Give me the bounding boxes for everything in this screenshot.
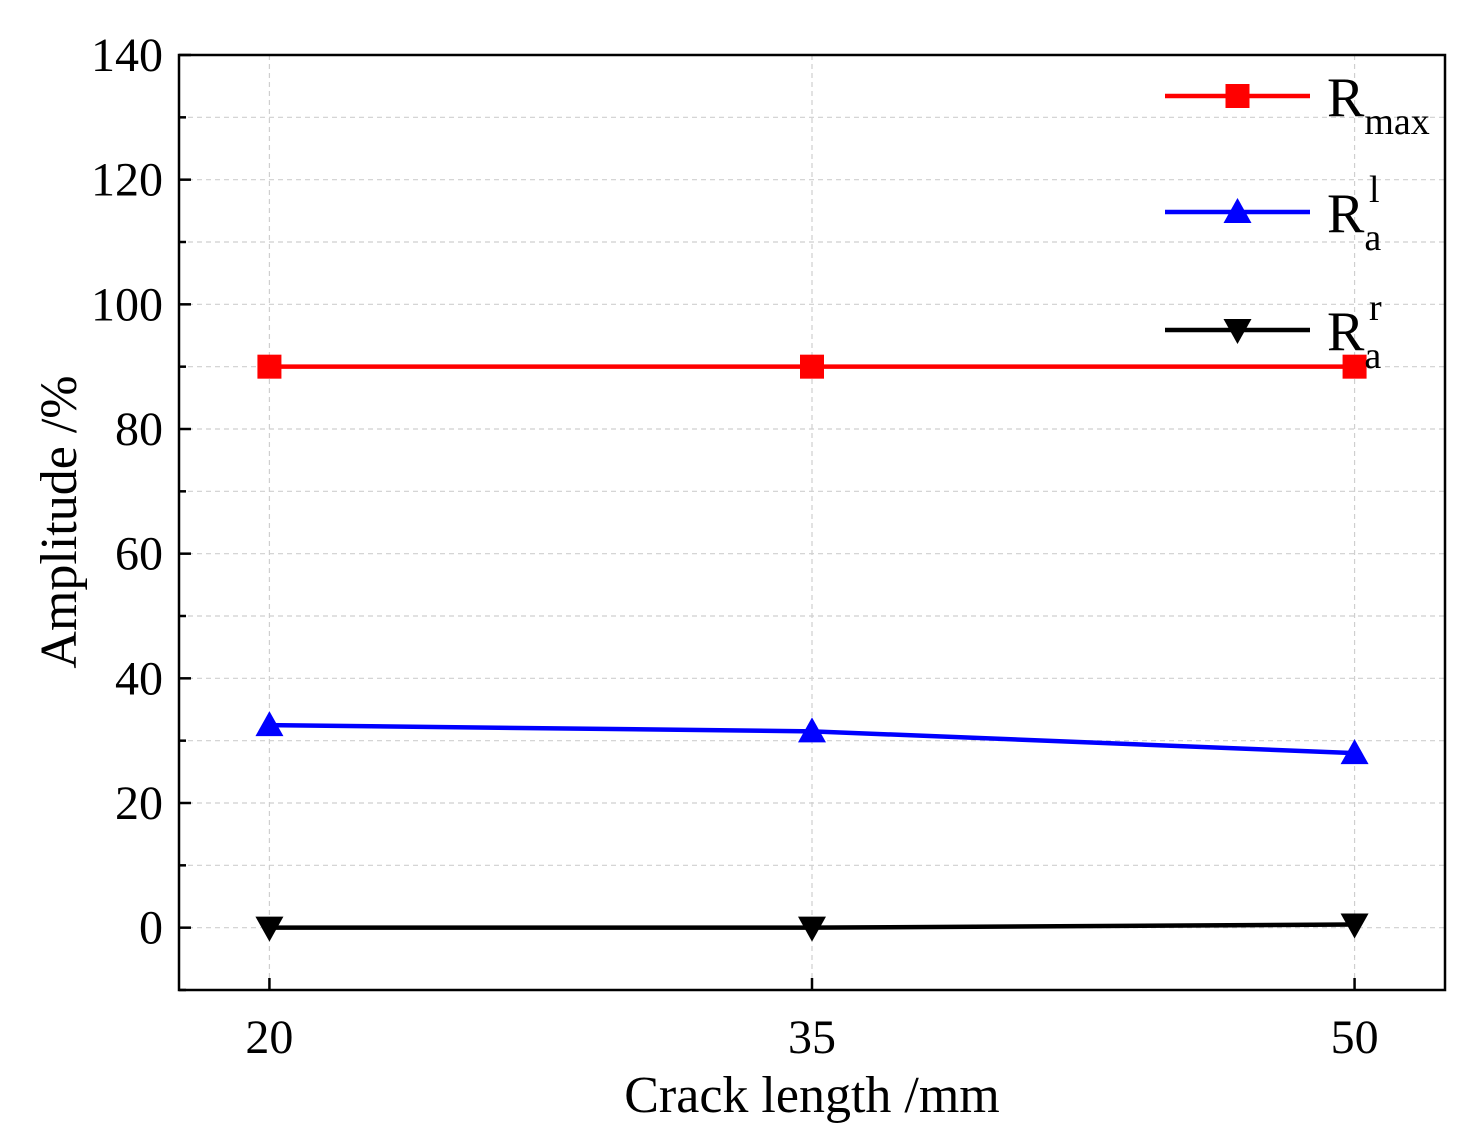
data-point	[1340, 739, 1369, 765]
y-tick-label: 100	[91, 278, 163, 331]
legend-label: Rmax	[1327, 67, 1430, 143]
x-tick-label: 20	[245, 1011, 293, 1064]
grid-layer	[179, 55, 1445, 990]
y-tick-label: 60	[115, 528, 163, 581]
legend-marker	[1225, 84, 1250, 108]
legend: Rmax Ral Rar	[1165, 67, 1430, 377]
legend-marker	[1223, 319, 1252, 344]
data-point	[1340, 913, 1369, 939]
x-tick-label: 50	[1331, 1011, 1379, 1064]
legend-marker	[1223, 198, 1252, 223]
data-point	[1342, 354, 1367, 379]
y-tick-label: 140	[91, 29, 163, 82]
data-point	[800, 354, 824, 379]
y-tick-label: 0	[139, 902, 163, 955]
legend-item-2: Ral	[1165, 169, 1381, 259]
y-tick-label: 80	[115, 403, 163, 456]
series-2	[255, 711, 1369, 765]
y-tick-label: 20	[115, 777, 163, 830]
data-point	[798, 916, 826, 942]
x-axis-title: Crack length /mm	[624, 1067, 999, 1124]
series-3	[255, 913, 1369, 942]
y-tick-label: 120	[91, 154, 163, 207]
legend-item-3: Rar	[1165, 287, 1382, 377]
y-tick-label: 40	[115, 652, 163, 705]
y-axis-title: Amplitude /%	[31, 375, 88, 668]
legend-label: Rar	[1327, 287, 1382, 377]
axes-layer: 0 20 40 60 80 100 120 140 20 35 50	[91, 29, 1447, 1064]
legend-label: Ral	[1327, 169, 1381, 259]
data-point	[798, 717, 826, 743]
data-point	[257, 354, 282, 379]
data-point	[255, 711, 284, 737]
x-tick-label: 35	[788, 1011, 836, 1064]
series-layer	[255, 354, 1369, 942]
legend-item-1: Rmax	[1165, 67, 1430, 143]
series-1	[257, 354, 1367, 379]
data-point	[255, 916, 284, 942]
